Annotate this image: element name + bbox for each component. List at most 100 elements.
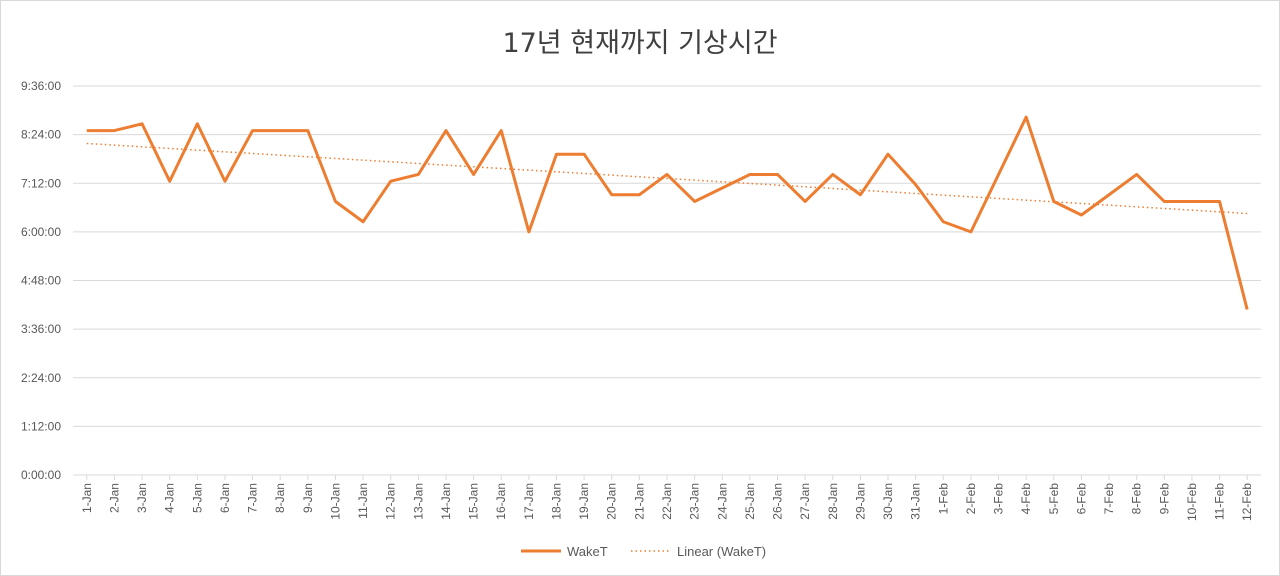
data-point: [306, 129, 309, 132]
data-point: [444, 129, 447, 132]
data-point: [555, 153, 558, 156]
x-tick-label: 28-Jan: [826, 483, 840, 520]
x-tick-label: 13-Jan: [411, 483, 425, 520]
y-tick-label: 1:12:00: [21, 419, 61, 433]
x-tick-label: 1-Jan: [80, 483, 94, 513]
x-tick-label: 1-Feb: [936, 483, 950, 515]
data-point: [942, 220, 945, 223]
y-tick-label: 4:48:00: [21, 274, 61, 288]
data-point: [279, 129, 282, 132]
x-tick-label: 9-Jan: [301, 483, 315, 513]
data-point: [831, 173, 834, 176]
data-point: [748, 173, 751, 176]
data-point: [417, 173, 420, 176]
x-tick-label: 16-Jan: [494, 483, 508, 520]
x-tick-label: 11-Jan: [356, 483, 370, 519]
x-tick-label: 2-Feb: [964, 483, 978, 515]
x-tick-label: 20-Jan: [605, 483, 619, 520]
x-tick-label: 7-Jan: [246, 483, 260, 513]
data-point: [85, 129, 88, 132]
data-point: [887, 153, 890, 156]
data-point: [251, 129, 254, 132]
data-point: [776, 173, 779, 176]
x-tick-label: 11-Feb: [1213, 483, 1227, 520]
x-tick-label: 8-Jan: [273, 483, 287, 513]
x-tick-label: 8-Feb: [1130, 483, 1144, 515]
y-tick-label: 9:36:00: [21, 79, 61, 93]
data-point: [527, 230, 530, 233]
data-point: [1135, 173, 1138, 176]
data-point: [610, 193, 613, 196]
data-point: [969, 230, 972, 233]
data-point: [168, 180, 171, 183]
data-point: [693, 200, 696, 203]
x-tick-label: 19-Jan: [577, 483, 591, 520]
x-tick-label: 10-Jan: [328, 483, 342, 520]
x-tick-label: 24-Jan: [715, 483, 729, 520]
x-tick-label: 27-Jan: [798, 483, 812, 520]
legend-label-waket: WakeT: [567, 544, 608, 559]
y-tick-label: 0:00:00: [21, 468, 61, 482]
x-tick-label: 29-Jan: [853, 483, 867, 520]
data-point: [859, 193, 862, 196]
data-point: [638, 193, 641, 196]
trendline: [86, 142, 1248, 215]
x-tick-label: 17-Jan: [522, 483, 536, 520]
x-tick-label: 12-Jan: [384, 483, 398, 520]
data-point: [1025, 116, 1028, 119]
data-point: [196, 122, 199, 125]
data-point: [804, 200, 807, 203]
x-tick-label: 4-Jan: [163, 483, 177, 513]
x-tick-label: 21-Jan: [632, 483, 646, 520]
data-point: [1218, 200, 1221, 203]
series-line-waket: [86, 115, 1249, 310]
data-point: [666, 173, 669, 176]
x-tick-label: 3-Jan: [135, 483, 149, 513]
x-tick-label: 5-Jan: [190, 483, 204, 513]
y-tick-label: 2:24:00: [21, 371, 61, 385]
x-tick-label: 7-Feb: [1102, 483, 1116, 515]
data-point: [362, 220, 365, 223]
y-tick-label: 6:00:00: [21, 225, 61, 239]
x-tick-label: 5-Feb: [1047, 483, 1061, 515]
y-tick-label: 8:24:00: [21, 128, 61, 142]
x-tick-label: 12-Feb: [1240, 483, 1254, 521]
data-point: [1108, 193, 1111, 196]
data-point: [1080, 213, 1083, 216]
data-point: [1052, 200, 1055, 203]
chart-title: 17년 현재까지 기상시간: [502, 28, 778, 59]
data-point: [472, 173, 475, 176]
x-tick-label: 10-Feb: [1185, 483, 1199, 521]
data-point: [721, 186, 724, 189]
y-tick-label: 3:36:00: [21, 322, 61, 336]
data-point: [223, 180, 226, 183]
x-tick-label: 18-Jan: [549, 483, 563, 520]
x-tick-label: 3-Feb: [992, 483, 1006, 515]
x-tick-label: 23-Jan: [688, 483, 702, 520]
y-tick-label: 7:12:00: [21, 176, 61, 190]
x-tick-label: 15-Jan: [467, 483, 481, 520]
data-point: [113, 129, 116, 132]
x-tick-label: 31-Jan: [909, 483, 923, 520]
data-point: [389, 180, 392, 183]
x-tick-label: 25-Jan: [743, 483, 757, 520]
x-tick-label: 6-Jan: [218, 483, 232, 513]
legend-label-trendline: Linear (WakeT): [677, 544, 766, 559]
data-point: [500, 129, 503, 132]
x-tick-label: 26-Jan: [771, 483, 785, 520]
x-tick-label: 9-Feb: [1157, 483, 1171, 515]
data-point: [1163, 200, 1166, 203]
data-point: [1246, 308, 1249, 311]
x-tick-label: 30-Jan: [881, 483, 895, 520]
data-point: [1190, 200, 1193, 203]
data-point: [997, 173, 1000, 176]
x-tick-label: 14-Jan: [439, 483, 453, 520]
x-tick-label: 22-Jan: [660, 483, 674, 520]
data-point: [914, 183, 917, 186]
x-tick-label: 4-Feb: [1019, 483, 1033, 515]
data-point: [583, 153, 586, 156]
x-tick-label: 6-Feb: [1074, 483, 1088, 515]
x-tick-label: 2-Jan: [107, 483, 121, 513]
